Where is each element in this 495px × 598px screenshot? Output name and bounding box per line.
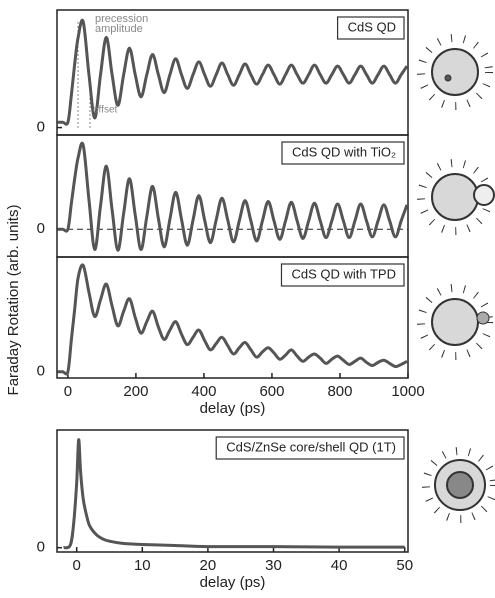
x-tick-label: 30 xyxy=(265,557,282,574)
tio2-particle xyxy=(473,184,495,206)
y-tick-label: 0 xyxy=(37,363,45,380)
x-axis-label: delay (ps) xyxy=(200,574,266,591)
spin xyxy=(444,74,452,82)
ligand-shell xyxy=(417,34,493,110)
x-tick-label: 0 xyxy=(64,383,72,400)
data-line xyxy=(57,18,409,126)
panel-title: CdS QD with TPD xyxy=(291,266,396,281)
data-line xyxy=(63,438,405,550)
panel-title-box xyxy=(336,16,405,40)
x-tick-label: 600 xyxy=(259,383,284,400)
illustrations xyxy=(417,34,495,523)
y-tick-label: 0 xyxy=(37,539,45,556)
x-tick-label: 20 xyxy=(200,557,217,574)
plot-frame xyxy=(56,256,409,379)
quantum-dot xyxy=(431,48,479,96)
ligand-shell xyxy=(422,447,495,523)
panel-title: CdS QD with TiO₂ xyxy=(292,144,396,159)
x-tick-label: 1000 xyxy=(391,383,424,400)
quantum-dot xyxy=(431,173,479,221)
annotation: precession xyxy=(95,13,148,25)
annotation: amplitude xyxy=(95,23,143,35)
panel-title-box xyxy=(280,263,405,287)
panel-title-box xyxy=(215,436,405,460)
x-tick-label: 0 xyxy=(73,557,81,574)
plot-frame xyxy=(56,429,409,553)
annotation: offset xyxy=(93,105,117,116)
x-tick-label: 50 xyxy=(396,557,413,574)
tpd-molecule xyxy=(476,311,490,325)
data-line xyxy=(57,141,409,252)
x-axis-label: delay (ps) xyxy=(200,400,266,417)
x-tick-label: 400 xyxy=(191,383,216,400)
panel-title: CdS/ZnSe core/shell QD (1T) xyxy=(226,439,396,454)
ligand-shell xyxy=(417,284,493,360)
quantum-dot xyxy=(431,298,479,346)
x-tick-label: 800 xyxy=(327,383,352,400)
core xyxy=(446,471,474,499)
x-tick-label: 40 xyxy=(331,557,348,574)
panel-title: CdS QD xyxy=(348,19,396,34)
panel-title-box xyxy=(281,141,405,165)
x-tick-label: 200 xyxy=(123,383,148,400)
x-tick-label: 10 xyxy=(134,557,151,574)
y-axis-label: Faraday Rotation (arb. units) xyxy=(5,205,22,396)
data-line xyxy=(57,263,408,376)
y-tick-label: 0 xyxy=(37,119,45,136)
y-tick-label: 0 xyxy=(37,220,45,237)
